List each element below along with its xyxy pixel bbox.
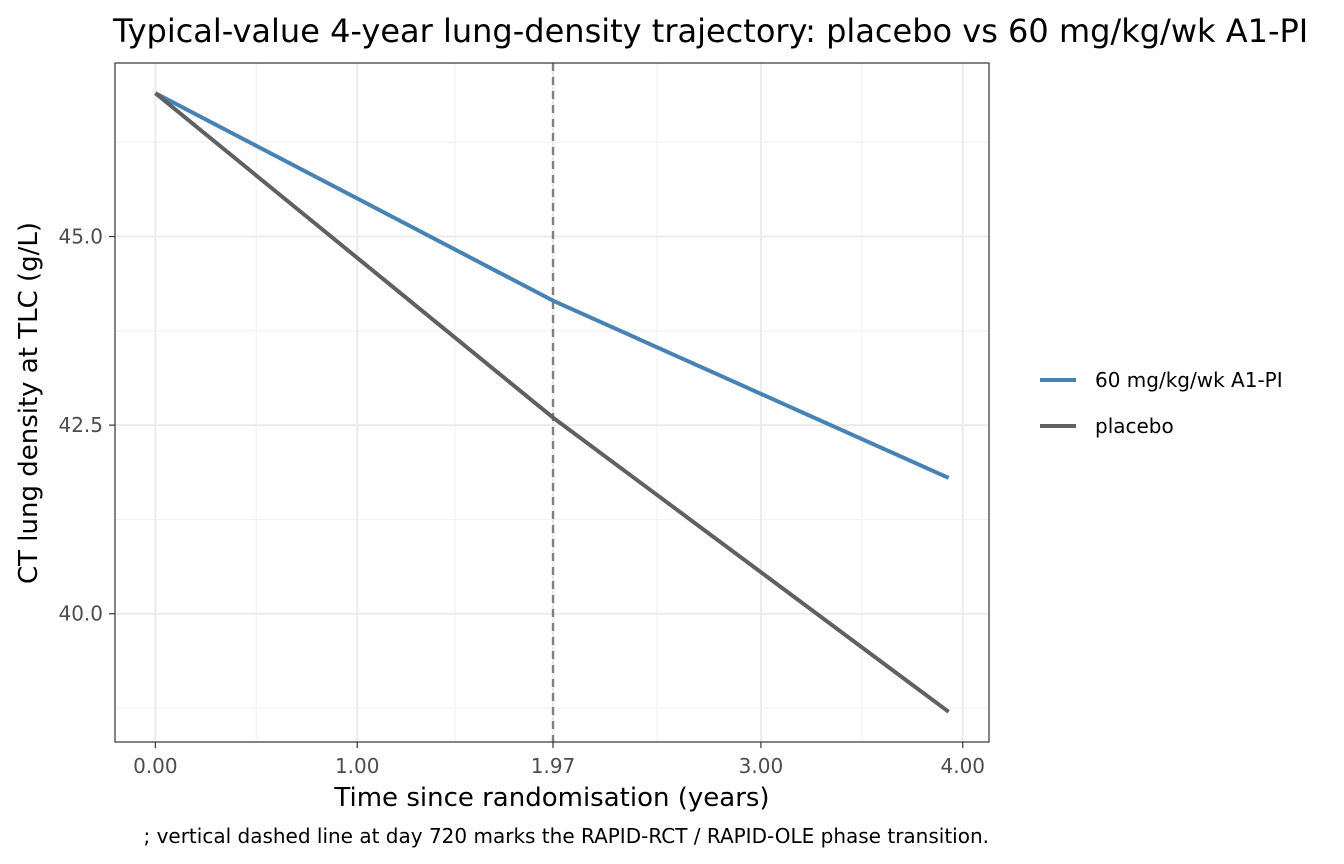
x-tick-label: 1.97: [531, 754, 576, 778]
y-axis-title: CT lung density at TLC (g/L): [14, 222, 44, 584]
x-tick-label: 4.00: [940, 754, 985, 778]
series-line-a1pi: [154, 91, 950, 480]
plot-panel-border: [114, 62, 990, 743]
legend-label-placebo: placebo: [1095, 414, 1174, 438]
x-tick-label: 1.00: [335, 754, 380, 778]
chart-title: Typical-value 4-year lung-density trajec…: [112, 12, 1308, 50]
series-line-placebo: [154, 91, 950, 714]
x-tick-label: 0.00: [133, 754, 178, 778]
chart-caption: ; vertical dashed line at day 720 marks …: [143, 824, 989, 848]
x-axis-title: Time since randomisation (years): [333, 783, 769, 813]
y-tick-label: 42.5: [58, 413, 103, 437]
y-tick-label: 40.0: [58, 602, 103, 626]
x-tick-label: 3.00: [739, 754, 784, 778]
y-tick-label: 45.0: [58, 225, 103, 249]
legend-label-a1pi: 60 mg/kg/wk A1-PI: [1095, 368, 1283, 392]
series-lines: [154, 91, 950, 714]
legend: 60 mg/kg/wk A1-PI placebo: [1040, 368, 1283, 438]
axis-ticks: 0.00 1.00 1.97 3.00 4.00 40.0 42.5 45.0: [58, 225, 985, 778]
